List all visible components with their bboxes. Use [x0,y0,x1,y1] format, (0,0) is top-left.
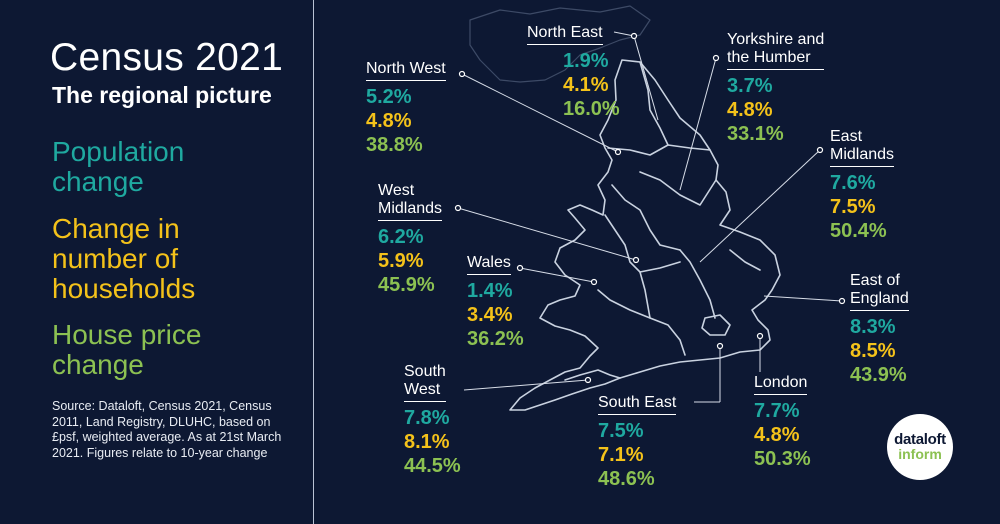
region-name: East Midlands [830,128,895,167]
house-price-change-value: 38.8% [366,134,423,156]
house-price-change-value: 50.3% [754,448,811,470]
house-price-change-value: 44.5% [404,455,461,477]
house-price-change-value: 45.9% [378,274,435,296]
region-name: Yorkshire and the Humber [727,31,825,70]
region-east-midlands: East Midlands 7.6% 7.5% 50.4% [830,128,895,243]
region-name: North East [527,24,603,45]
households-change-value: 7.1% [598,444,644,466]
households-change-value: 8.5% [850,340,896,362]
region-north-west: North West 5.2% 4.8% 38.8% [366,60,446,157]
region-name: Wales [467,254,511,275]
households-change-value: 4.8% [727,99,773,121]
region-west-midlands: West Midlands 6.2% 5.9% 45.9% [378,182,443,297]
dataloft-inform-logo: dataloft inform [887,414,953,480]
house-price-change-value: 50.4% [830,220,887,242]
population-change-value: 5.2% [366,86,412,108]
households-change-value: 4.1% [563,74,609,96]
population-change-value: 7.8% [404,407,450,429]
region-east-of-england: East of England 8.3% 8.5% 43.9% [850,272,909,387]
legend-households-change: Change in number of households [52,213,196,304]
page-title: Census 2021 [50,36,284,79]
households-change-value: 7.5% [830,196,876,218]
households-change-value: 4.8% [754,424,800,446]
region-wales: Wales 1.4% 3.4% 36.2% [467,254,524,351]
households-change-value: 3.4% [467,304,513,326]
population-change-value: 1.9% [563,50,609,72]
region-name: North West [366,60,446,81]
region-name: South West [404,363,446,402]
source-note: Source: Dataloft, Census 2021, Census 20… [52,399,282,460]
house-price-change-value: 43.9% [850,364,907,386]
legend-population-change: Population change [52,136,185,197]
region-north-east: North East 1.9% 4.1% 16.0% [527,24,620,121]
population-change-value: 3.7% [727,75,773,97]
population-change-value: 7.7% [754,400,800,422]
house-price-change-value: 16.0% [563,98,620,120]
households-change-value: 5.9% [378,250,424,272]
region-name: East of England [850,272,909,311]
divider [313,0,314,524]
house-price-change-value: 33.1% [727,123,784,145]
region-london: London 7.7% 4.8% 50.3% [754,374,811,471]
population-change-value: 7.6% [830,172,876,194]
population-change-value: 1.4% [467,280,513,302]
population-change-value: 6.2% [378,226,424,248]
house-price-change-value: 48.6% [598,468,655,490]
population-change-value: 8.3% [850,316,896,338]
region-yorkshire-humber: Yorkshire and the Humber 3.7% 4.8% 33.1% [727,31,825,146]
region-name: South East [598,394,677,415]
households-change-value: 8.1% [404,431,450,453]
legend-house-price-change: House price change [52,319,202,380]
region-south-east: South East 7.5% 7.1% 48.6% [598,394,677,491]
population-change-value: 7.5% [598,420,644,442]
region-name: West Midlands [378,182,443,221]
page-subtitle: The regional picture [52,82,272,108]
region-name: London [754,374,808,395]
house-price-change-value: 36.2% [467,328,524,350]
households-change-value: 4.8% [366,110,412,132]
region-south-west: South West 7.8% 8.1% 44.5% [404,363,461,478]
england-wales-map [454,5,846,411]
